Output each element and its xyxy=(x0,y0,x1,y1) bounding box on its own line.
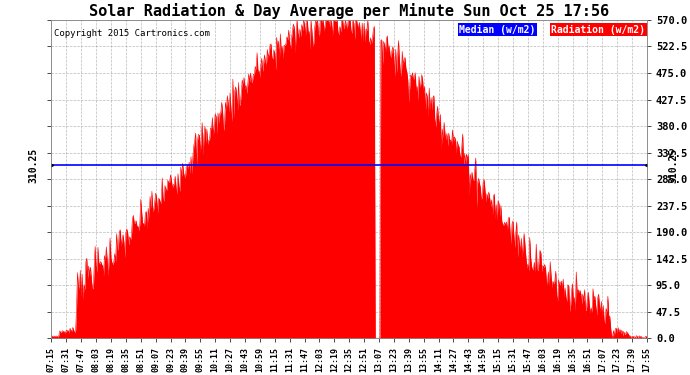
Text: Copyright 2015 Cartronics.com: Copyright 2015 Cartronics.com xyxy=(55,30,210,39)
Text: 310.25: 310.25 xyxy=(669,147,679,183)
Title: Solar Radiation & Day Average per Minute Sun Oct 25 17:56: Solar Radiation & Day Average per Minute… xyxy=(89,3,609,19)
Text: Radiation (w/m2): Radiation (w/m2) xyxy=(551,25,645,35)
Text: Median (w/m2): Median (w/m2) xyxy=(460,25,535,35)
Text: 310.25: 310.25 xyxy=(28,147,39,183)
